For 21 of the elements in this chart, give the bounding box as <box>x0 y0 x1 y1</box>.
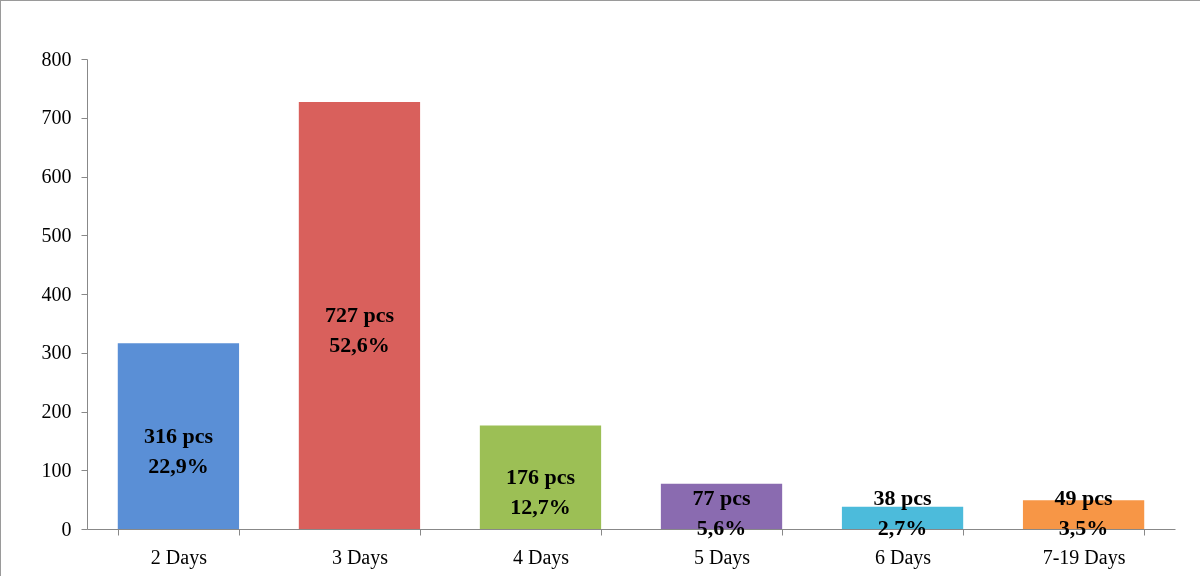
y-tick-label: 300 <box>41 341 72 364</box>
y-tick-label: 800 <box>41 47 72 70</box>
x-tick-label: 5 Days <box>693 545 751 569</box>
y-tick-label: 500 <box>41 223 72 246</box>
data-label: 727 pcs 52,6% <box>324 302 395 358</box>
x-tick-label: 3 Days <box>331 545 389 569</box>
y-tick-label: 100 <box>41 458 72 481</box>
x-tick-label: 2 Days <box>150 545 208 569</box>
data-label: 316 pcs 22,9% <box>143 423 214 479</box>
x-tick-label: 4 Days <box>512 545 570 569</box>
y-tick-label: 200 <box>41 400 72 422</box>
bar <box>298 101 421 529</box>
x-tick-label: 6 Days <box>874 545 932 569</box>
bar <box>117 343 240 529</box>
bar <box>479 425 602 529</box>
y-tick-label: 700 <box>41 106 72 129</box>
y-tick-label: 0 <box>61 517 72 540</box>
y-tick-label: 600 <box>41 165 72 187</box>
y-tick-label: 400 <box>41 282 72 305</box>
data-label: 176 pcs 12,7% <box>505 464 576 520</box>
x-tick-label: 7-19 Days <box>1042 545 1126 569</box>
